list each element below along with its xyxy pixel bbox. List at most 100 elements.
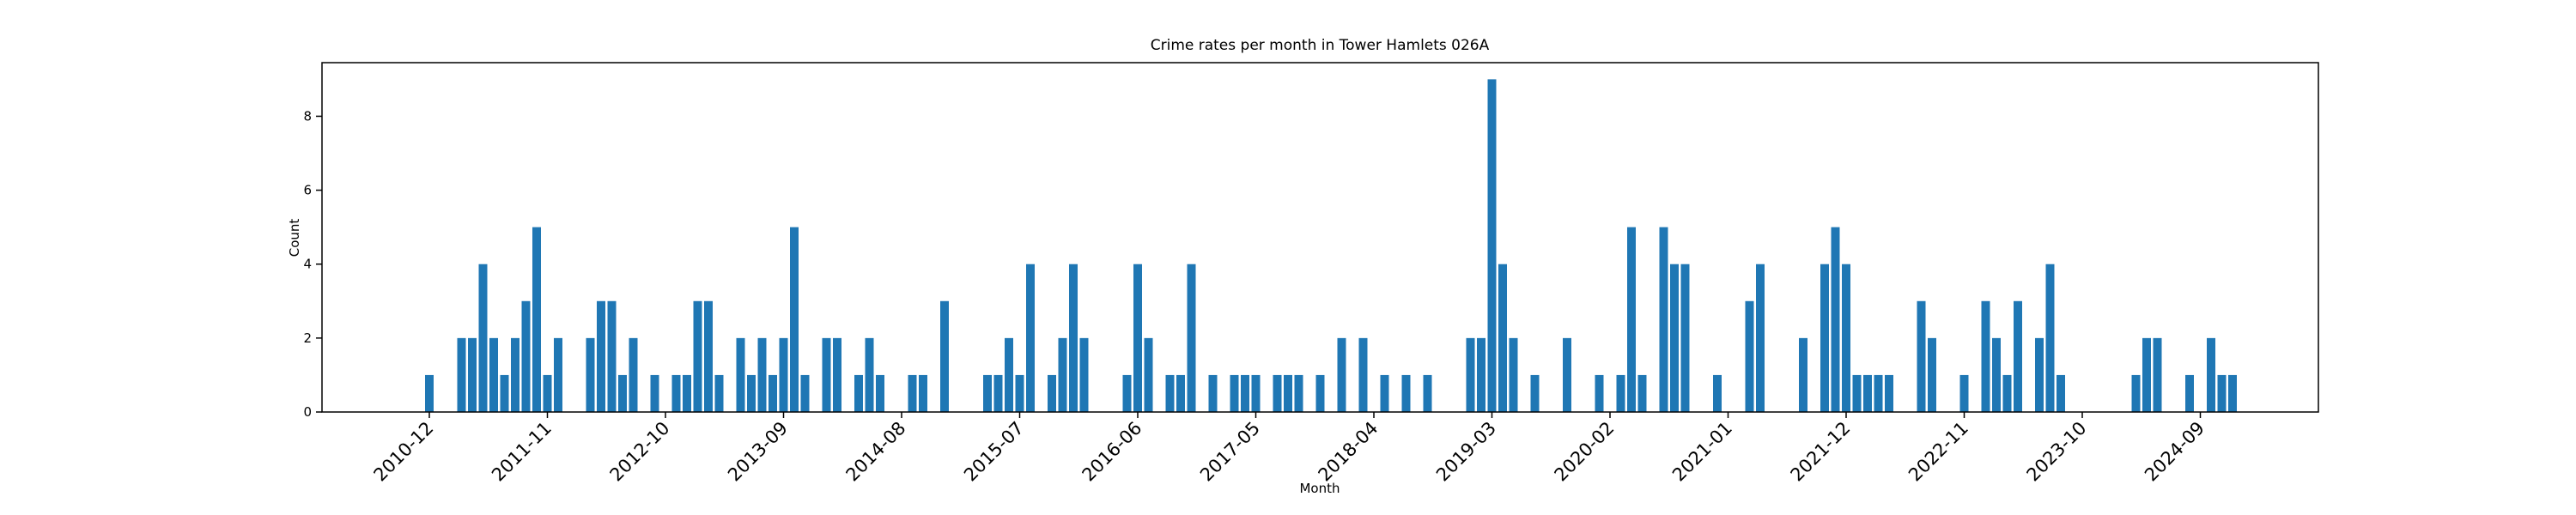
bar — [940, 300, 949, 412]
chart-title: Crime rates per month in Tower Hamlets 0… — [1151, 37, 1490, 54]
bar — [2035, 337, 2044, 412]
x-tick-label: 2022-11 — [1905, 418, 1972, 486]
x-tick-label: 2010-12 — [370, 418, 438, 486]
bar — [1595, 374, 1604, 412]
bar — [2153, 337, 2162, 412]
x-tick-label: 2014-08 — [842, 418, 910, 486]
bar — [650, 374, 659, 412]
bar — [1122, 374, 1132, 412]
x-tick-label: 2016-06 — [1078, 418, 1146, 486]
bar — [1928, 337, 1936, 412]
bar — [1026, 264, 1035, 412]
bar — [1273, 374, 1282, 412]
bar — [1380, 374, 1389, 412]
bar — [1241, 374, 1249, 412]
bar — [1616, 374, 1625, 412]
x-tick-label: 2013-09 — [724, 418, 792, 486]
bar — [1627, 227, 1636, 412]
bar — [1756, 264, 1765, 412]
bar — [1048, 374, 1056, 412]
y-tick-label: 4 — [303, 257, 312, 272]
bar — [478, 264, 488, 412]
bar — [714, 374, 724, 412]
bar — [1713, 374, 1722, 412]
bar — [521, 300, 531, 412]
bar — [1423, 374, 1432, 412]
x-tick-label: 2011-11 — [488, 418, 556, 486]
bar — [1069, 264, 1078, 412]
bar — [1005, 337, 1013, 412]
bar — [511, 337, 519, 412]
bar — [683, 374, 691, 412]
bar — [1917, 300, 1926, 412]
bar — [1852, 374, 1862, 412]
x-tick-label: 2012-10 — [606, 418, 674, 486]
bar — [757, 337, 767, 412]
bar — [876, 374, 884, 412]
x-tick-label: 2017-05 — [1196, 418, 1264, 486]
bar — [1315, 374, 1325, 412]
bar — [1863, 374, 1872, 412]
x-tick-label: 2024-09 — [2141, 418, 2208, 486]
bar — [457, 337, 466, 412]
bar — [1294, 374, 1303, 412]
bar — [1284, 374, 1292, 412]
bar — [1079, 337, 1089, 412]
bar — [747, 374, 756, 412]
bar — [908, 374, 917, 412]
bar — [1358, 337, 1368, 412]
bar — [1874, 374, 1883, 412]
bar — [468, 337, 477, 412]
plot-frame — [321, 62, 2319, 413]
bar — [2057, 374, 2065, 412]
bar — [1670, 264, 1679, 412]
bar — [2228, 374, 2237, 412]
bar — [2002, 374, 2012, 412]
bar — [983, 374, 992, 412]
bar — [822, 337, 831, 412]
bar — [1251, 374, 1261, 412]
bar — [1659, 227, 1668, 412]
bar — [543, 374, 552, 412]
bar — [1530, 374, 1540, 412]
bar — [1208, 374, 1218, 412]
bar — [1058, 337, 1067, 412]
bar — [1885, 374, 1893, 412]
bar — [532, 227, 541, 412]
bar — [671, 374, 681, 412]
x-tick-label: 2023-10 — [2023, 418, 2091, 486]
bar — [2185, 374, 2194, 412]
bar — [854, 374, 863, 412]
bar — [993, 374, 1003, 412]
bar — [1230, 374, 1239, 412]
y-tick-label: 2 — [303, 330, 312, 346]
y-tick-label: 6 — [303, 183, 312, 198]
bar — [1637, 374, 1647, 412]
bar — [2142, 337, 2151, 412]
bar — [769, 374, 777, 412]
bar — [2045, 264, 2055, 412]
bar — [500, 374, 509, 412]
bar — [1842, 264, 1850, 412]
bar — [704, 300, 713, 412]
bar — [554, 337, 562, 412]
bar — [1165, 374, 1175, 412]
bar — [597, 300, 605, 412]
bar — [1563, 337, 1571, 412]
bar — [1487, 79, 1497, 412]
bar — [1466, 337, 1475, 412]
bar — [800, 374, 810, 412]
x-tick-label: 2018-04 — [1315, 418, 1382, 486]
bar — [1799, 337, 1807, 412]
x-tick-label: 2020-02 — [1551, 418, 1619, 486]
x-tick-label: 2021-01 — [1668, 418, 1736, 486]
y-axis-label: Count — [287, 219, 302, 258]
bar — [2207, 337, 2215, 412]
y-tick-label: 0 — [303, 404, 312, 420]
x-tick-label: 2021-12 — [1787, 418, 1855, 486]
bar — [833, 337, 841, 412]
bar — [693, 300, 702, 412]
bar — [586, 337, 595, 412]
